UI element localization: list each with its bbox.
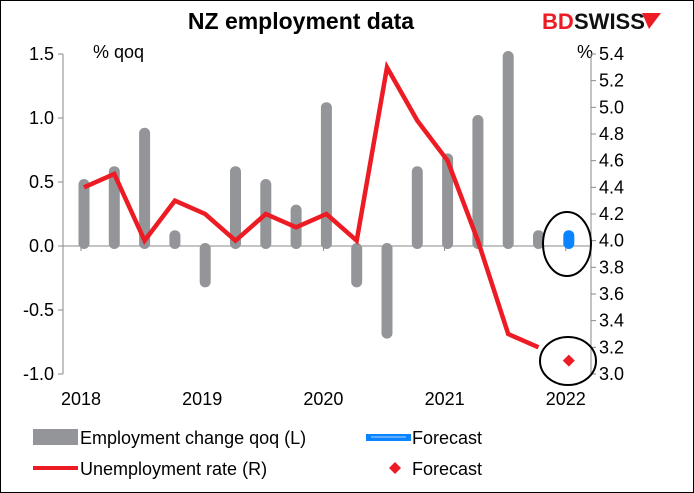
forecast-diamond bbox=[562, 354, 575, 367]
x-tick-label: 2022 bbox=[546, 389, 586, 409]
employment-bar bbox=[472, 115, 484, 249]
left-tick-label: -1.0 bbox=[23, 364, 54, 384]
forecast-highlight-circle bbox=[542, 211, 592, 277]
legend-swatch-forecast-diamond bbox=[389, 462, 401, 474]
right-tick-label: 4.0 bbox=[599, 231, 624, 251]
left-axis-label: % qoq bbox=[93, 42, 144, 62]
right-tick-label: 4.6 bbox=[599, 151, 624, 171]
logo-arrow-icon bbox=[642, 13, 661, 29]
employment-bar bbox=[320, 102, 332, 249]
right-tick-label: 3.4 bbox=[599, 311, 624, 331]
employment-bar bbox=[351, 243, 363, 288]
left-tick-label: 1.0 bbox=[29, 108, 54, 128]
x-tick-label: 2018 bbox=[61, 389, 101, 409]
right-tick-label: 5.2 bbox=[599, 71, 624, 91]
right-tick-label: 3.6 bbox=[599, 284, 624, 304]
right-tick-label: 4.4 bbox=[599, 177, 624, 197]
legend-label-employment: Employment change qoq (L) bbox=[80, 428, 306, 448]
employment-bar bbox=[199, 243, 211, 288]
employment-bar bbox=[381, 243, 393, 339]
legend-label-forecast-bar: Forecast bbox=[412, 428, 482, 448]
legend-label-unemployment: Unemployment rate (R) bbox=[80, 459, 267, 479]
x-tick-label: 2021 bbox=[425, 389, 465, 409]
forecast-highlight-circle bbox=[539, 336, 597, 386]
left-tick-label: 0.0 bbox=[29, 236, 54, 256]
left-tick-label: -0.5 bbox=[23, 300, 54, 320]
right-tick-label: 5.0 bbox=[599, 97, 624, 117]
right-tick-label: 4.2 bbox=[599, 204, 624, 224]
chart-title: NZ employment data bbox=[188, 8, 414, 34]
legend-label-forecast-point: Forecast bbox=[412, 459, 482, 479]
logo-bd: BD bbox=[542, 9, 574, 34]
employment-bar bbox=[108, 166, 120, 249]
legend-swatch-employment bbox=[33, 429, 78, 445]
employment-bar bbox=[169, 230, 181, 249]
employment-bar bbox=[533, 230, 544, 249]
forecast-bar bbox=[563, 230, 575, 249]
bdswiss-logo: BD SWISS bbox=[542, 9, 661, 34]
right-tick-label: 5.4 bbox=[599, 44, 624, 64]
right-tick-label: 4.8 bbox=[599, 124, 624, 144]
unemployment-line bbox=[83, 60, 540, 350]
right-tick-label: 3.8 bbox=[599, 257, 624, 277]
right-axis-label: % bbox=[577, 42, 593, 62]
x-tick-label: 2020 bbox=[303, 389, 343, 409]
employment-bar bbox=[78, 179, 90, 249]
employment-bar bbox=[139, 127, 151, 249]
logo-swiss: SWISS bbox=[574, 9, 645, 34]
employment-bar bbox=[442, 153, 454, 249]
right-tick-label: 3.2 bbox=[599, 337, 624, 357]
legend: Employment change qoq (L) Forecast Unemp… bbox=[33, 428, 482, 479]
employment-bar bbox=[230, 166, 241, 249]
right-tick-label: 3.0 bbox=[599, 364, 624, 384]
employment-bar bbox=[502, 51, 514, 249]
left-tick-label: 0.5 bbox=[29, 172, 54, 192]
left-tick-label: 1.5 bbox=[29, 44, 54, 64]
employment-bar bbox=[411, 166, 423, 249]
x-tick-label: 2019 bbox=[182, 389, 222, 409]
